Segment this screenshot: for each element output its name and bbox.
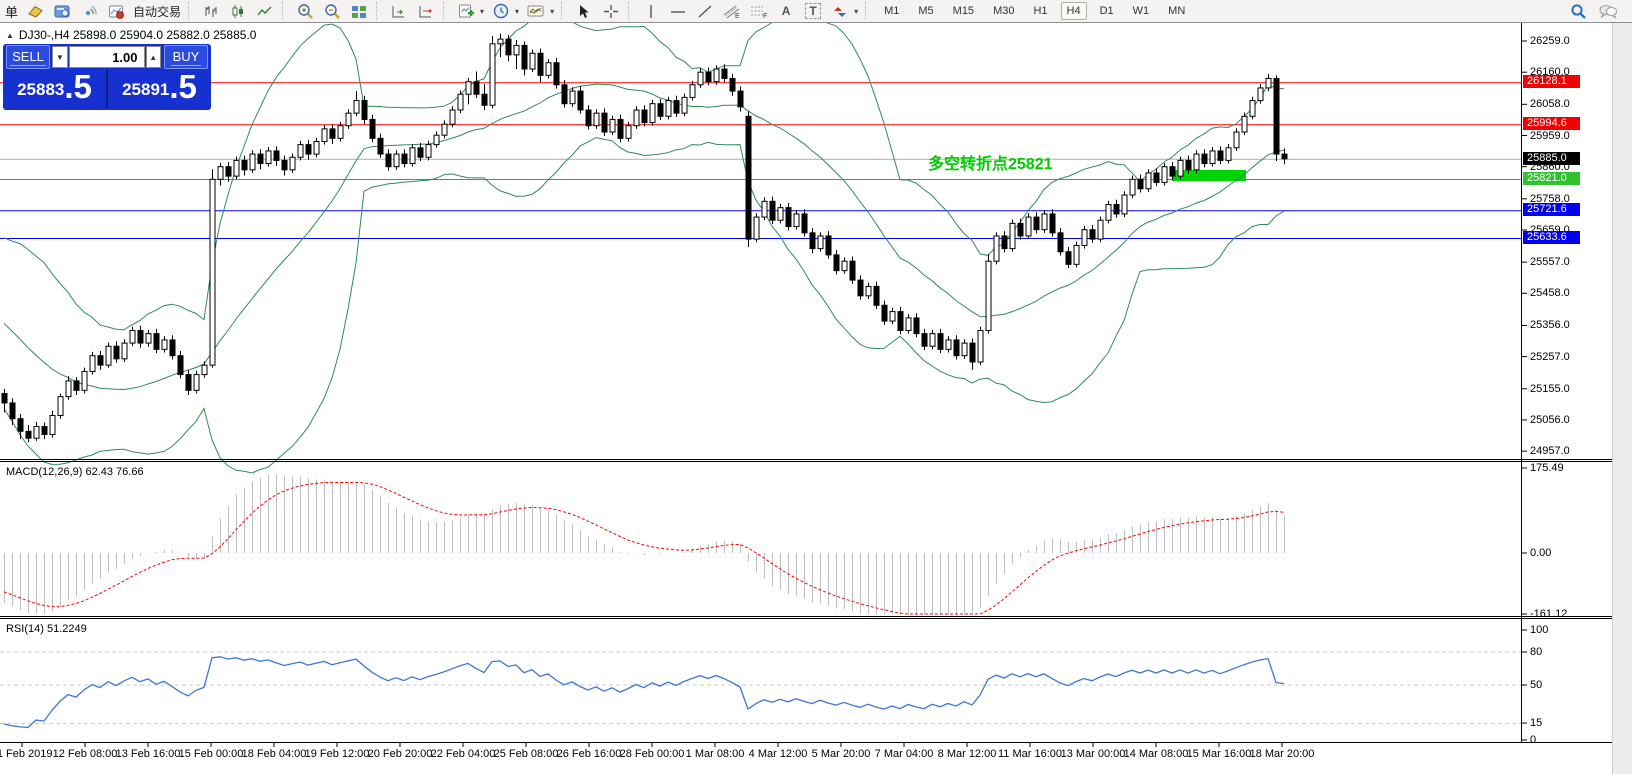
chart-shift-icon[interactable]	[416, 1, 436, 21]
tf-m15[interactable]: M15	[952, 5, 975, 17]
order-menu-label[interactable]: 单	[5, 4, 19, 20]
tf-m5[interactable]: M5	[918, 5, 934, 17]
buy-button-label: BUY	[170, 48, 202, 66]
candlestick-chart-icon[interactable]	[228, 1, 248, 21]
equidistant-channel-icon[interactable]: E	[722, 1, 742, 21]
volume-increase-button[interactable]: ▲	[145, 46, 161, 68]
chat-icon[interactable]	[1598, 1, 1618, 21]
period-caret[interactable]: ▾	[515, 6, 520, 16]
toolbar-separator	[376, 2, 382, 20]
toolbar-separator	[865, 2, 871, 20]
collapse-arrow-icon[interactable]: ▲	[6, 30, 14, 40]
line-chart-icon[interactable]	[255, 1, 275, 21]
cursor-icon[interactable]	[574, 1, 594, 21]
svg-text:F: F	[763, 13, 767, 19]
toolbar-separator	[561, 2, 567, 20]
tf-mn[interactable]: MN	[1168, 5, 1186, 17]
auto-scroll-icon[interactable]	[389, 1, 409, 21]
panel-separator[interactable]	[0, 459, 1612, 460]
indicators-caret[interactable]: ▾	[550, 6, 555, 16]
pivot-annotation-text[interactable]: 多空转折点25821	[928, 156, 1053, 173]
sell-button[interactable]: SELL	[6, 45, 51, 69]
right-margin-strip	[1612, 22, 1632, 774]
trendline-icon[interactable]	[695, 1, 715, 21]
price-axis-border	[1521, 22, 1522, 742]
tf-h4[interactable]: H4	[1060, 2, 1087, 20]
time-axis-border	[0, 742, 1612, 743]
buy-button[interactable]: BUY	[163, 45, 208, 69]
tile-windows-icon[interactable]	[349, 1, 369, 21]
timeframe-group: M1 M5 M15 M30 H1 H4 D1 W1 MN	[873, 0, 1196, 22]
tf-h1[interactable]: H1	[1033, 5, 1048, 17]
zoom-out-icon[interactable]	[322, 1, 342, 21]
chart-background	[0, 22, 1632, 774]
new-chart-caret[interactable]: ▾	[480, 6, 485, 16]
bar-chart-icon[interactable]	[201, 1, 221, 21]
tf-m1[interactable]: M1	[884, 5, 900, 17]
tf-w1[interactable]: W1	[1132, 5, 1150, 17]
signal-icon[interactable]	[79, 1, 99, 21]
text-icon[interactable]: A	[781, 4, 791, 18]
sell-button-label: SELL	[10, 48, 46, 66]
crosshair-icon[interactable]	[601, 1, 621, 21]
indicators-icon[interactable]	[526, 1, 546, 21]
text-label-icon[interactable]: T	[803, 1, 823, 21]
terminal-icon[interactable]	[52, 1, 72, 21]
toolbar-separator	[282, 2, 288, 20]
buy-price-main: 25891	[122, 80, 170, 99]
one-click-trade-panel: SELL ▼ ▲ BUY 25883.5 25891.5	[3, 44, 211, 110]
new-chart-icon[interactable]	[456, 1, 476, 21]
vertical-line-icon[interactable]	[641, 1, 661, 21]
panel-separator[interactable]	[0, 616, 1612, 617]
toolbar-separator	[628, 2, 634, 20]
arrows-icon[interactable]	[830, 1, 850, 21]
arrows-caret[interactable]: ▾	[854, 6, 859, 16]
autotrading-icon[interactable]	[106, 1, 126, 21]
search-icon[interactable]	[1568, 1, 1588, 21]
panel-separator[interactable]	[0, 618, 1612, 619]
sell-price-frac: .5	[64, 68, 92, 105]
toolbar-separator	[188, 2, 194, 20]
zoom-in-icon[interactable]	[295, 1, 315, 21]
new-order-icon[interactable]	[25, 1, 45, 21]
horizontal-line-icon[interactable]	[668, 1, 688, 21]
rsi-label: RSI(14) 51.2249	[6, 623, 87, 635]
macd-label: MACD(12,26,9) 62.43 76.66	[6, 466, 144, 478]
svg-text:E: E	[735, 13, 740, 19]
highlight-rectangle[interactable]	[1172, 170, 1246, 181]
tf-d1[interactable]: D1	[1099, 5, 1114, 17]
fibonacci-icon[interactable]: F	[749, 1, 769, 21]
autotrading-label[interactable]: 自动交易	[133, 4, 182, 19]
symbol-header: ▲ DJ30-,H4 25898.0 25904.0 25882.0 25885…	[6, 28, 256, 42]
period-icon[interactable]	[491, 1, 511, 21]
buy-price-frac: .5	[169, 68, 197, 105]
volume-decrease-button[interactable]: ▼	[52, 46, 68, 68]
sell-price[interactable]: 25883.5	[3, 68, 108, 108]
buy-price[interactable]: 25891.5	[108, 68, 211, 108]
sell-price-main: 25883	[17, 80, 65, 99]
volume-input[interactable]	[68, 46, 145, 68]
panel-separator[interactable]	[0, 461, 1612, 462]
toolbar-separator	[443, 2, 449, 20]
toolbar: 单 自动交易	[0, 0, 1632, 23]
symbol-ohlc-text: DJ30-,H4 25898.0 25904.0 25882.0 25885.0	[18, 28, 257, 42]
tf-m30[interactable]: M30	[993, 5, 1015, 17]
